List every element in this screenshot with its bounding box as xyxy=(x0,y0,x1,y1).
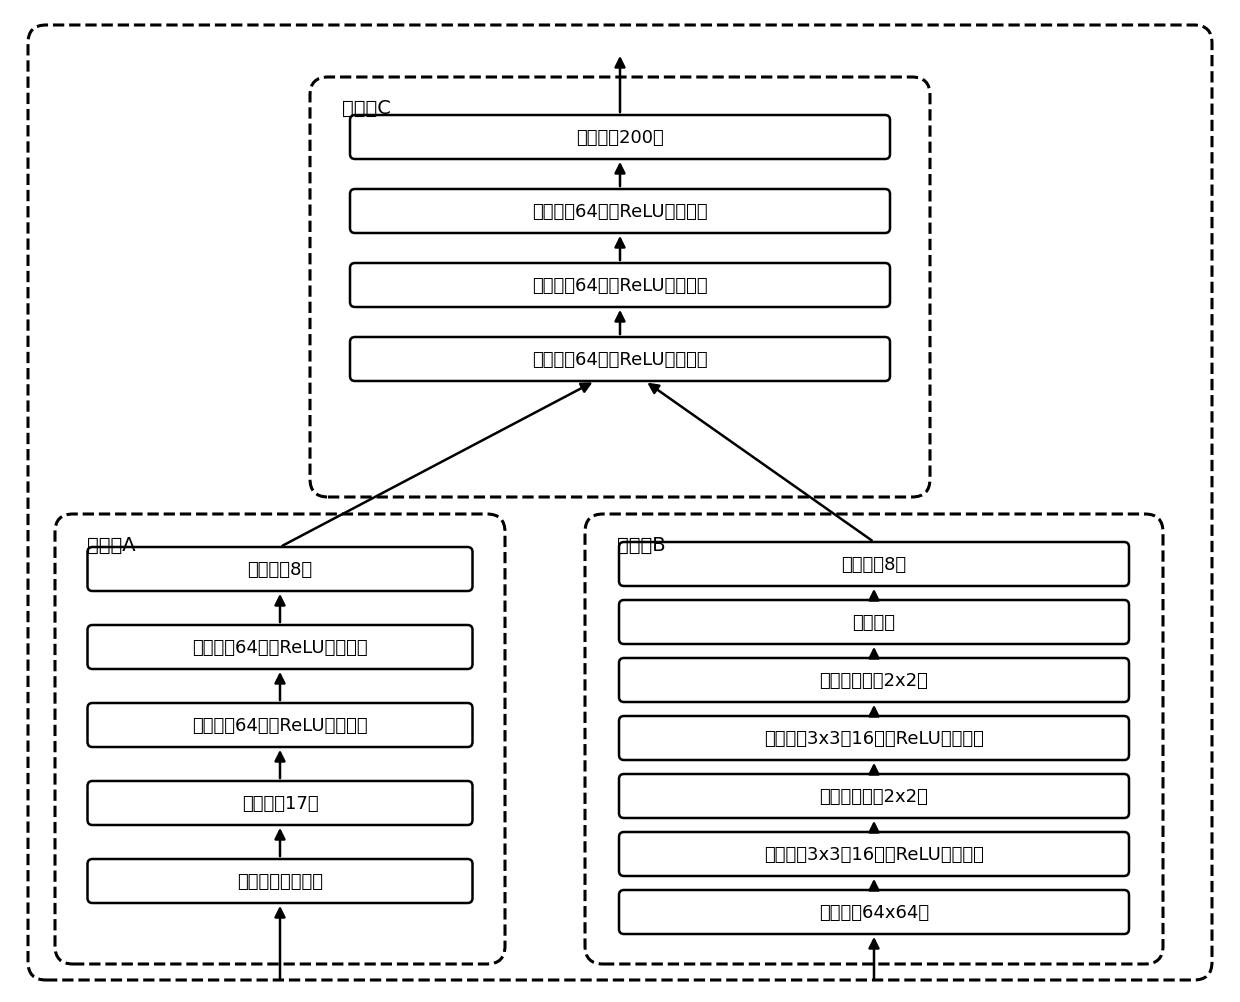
FancyBboxPatch shape xyxy=(350,189,890,233)
Text: 全连接层: 全连接层 xyxy=(853,613,895,631)
FancyBboxPatch shape xyxy=(619,600,1128,644)
FancyBboxPatch shape xyxy=(88,782,472,826)
Text: 隐藏层（64），ReLU激活函数: 隐藏层（64），ReLU激活函数 xyxy=(192,638,368,656)
FancyBboxPatch shape xyxy=(619,658,1128,702)
FancyBboxPatch shape xyxy=(88,703,472,747)
Text: 隐藏层（64），ReLU激活函数: 隐藏层（64），ReLU激活函数 xyxy=(192,716,368,734)
FancyBboxPatch shape xyxy=(350,264,890,308)
Text: 子网络C: 子网络C xyxy=(342,98,391,117)
Text: 卷积层（3x3，16），ReLU激活函数: 卷积层（3x3，16），ReLU激活函数 xyxy=(764,729,983,747)
Text: 输入层（17）: 输入层（17） xyxy=(242,795,319,813)
Text: 最大池化层（2x2）: 最大池化层（2x2） xyxy=(820,671,929,689)
FancyBboxPatch shape xyxy=(619,716,1128,761)
FancyBboxPatch shape xyxy=(88,547,472,591)
Text: 数据同单位标准化: 数据同单位标准化 xyxy=(237,872,322,890)
Text: 最大池化层（2x2）: 最大池化层（2x2） xyxy=(820,788,929,806)
Text: 输出层（8）: 输出层（8） xyxy=(248,560,312,578)
Text: 隐藏层（64），ReLU激活函数: 隐藏层（64），ReLU激活函数 xyxy=(532,351,708,369)
Text: 卷积层（3x3，16），ReLU激活函数: 卷积层（3x3，16），ReLU激活函数 xyxy=(764,845,983,863)
FancyBboxPatch shape xyxy=(619,542,1128,586)
FancyBboxPatch shape xyxy=(88,625,472,669)
FancyBboxPatch shape xyxy=(619,833,1128,876)
Text: 输出层（8）: 输出层（8） xyxy=(842,555,906,573)
Text: 隐藏层（64），ReLU激活函数: 隐藏层（64），ReLU激活函数 xyxy=(532,277,708,295)
Text: 子网络A: 子网络A xyxy=(87,535,135,554)
FancyBboxPatch shape xyxy=(88,859,472,903)
FancyBboxPatch shape xyxy=(350,116,890,160)
Text: 隐藏层（64），ReLU激活函数: 隐藏层（64），ReLU激活函数 xyxy=(532,202,708,220)
Text: 输入层（64x64）: 输入层（64x64） xyxy=(818,903,929,921)
Text: 输出层（200）: 输出层（200） xyxy=(577,129,663,147)
FancyBboxPatch shape xyxy=(619,775,1128,819)
Text: 子网络B: 子网络B xyxy=(618,535,666,554)
FancyBboxPatch shape xyxy=(350,338,890,382)
FancyBboxPatch shape xyxy=(619,890,1128,934)
